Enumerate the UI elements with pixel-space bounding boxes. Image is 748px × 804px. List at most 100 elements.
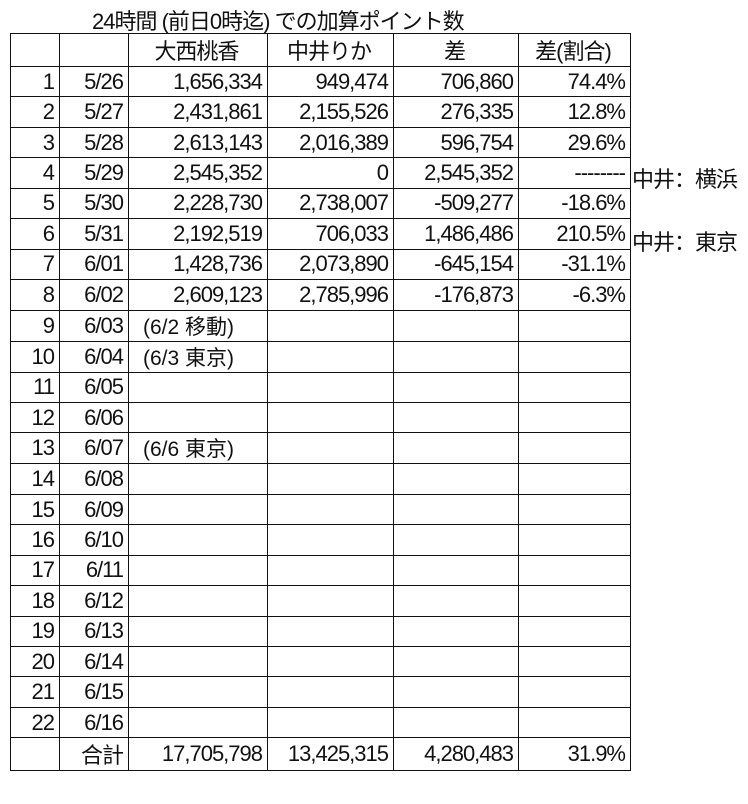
onishi-momoka-cell[interactable]: 2,613,143 xyxy=(128,126,268,159)
nakai-rika-cell[interactable]: 2,155,526 xyxy=(267,96,394,128)
nakai-rika-cell[interactable] xyxy=(267,401,394,434)
onishi-momoka-cell[interactable]: (6/6 東京) xyxy=(128,432,268,465)
difference-cell[interactable]: 1,486,486 xyxy=(393,218,519,250)
nakai-rika-cell[interactable] xyxy=(267,371,394,403)
date-cell[interactable]: 5/27 xyxy=(59,96,129,128)
nakai-rika-cell[interactable]: 2,016,389 xyxy=(267,126,394,159)
onishi-momoka-cell[interactable]: 大西桃香 xyxy=(128,33,268,67)
onishi-momoka-cell[interactable]: 2,609,123 xyxy=(128,279,268,311)
date-cell[interactable]: 6/11 xyxy=(59,554,129,587)
row-number-cell[interactable] xyxy=(10,737,60,772)
difference-cell[interactable]: -645,154 xyxy=(393,248,519,281)
difference-ratio-cell[interactable]: 210.5% xyxy=(518,218,631,250)
date-cell[interactable]: 5/30 xyxy=(59,187,129,220)
difference-ratio-cell[interactable]: 12.8% xyxy=(518,96,631,128)
date-cell[interactable]: 6/15 xyxy=(59,676,129,708)
nakai-rika-cell[interactable]: 中井りか xyxy=(267,33,394,67)
date-cell[interactable]: 6/14 xyxy=(59,645,129,678)
difference-cell[interactable]: 差 xyxy=(393,33,519,67)
date-cell[interactable]: 6/04 xyxy=(59,340,129,373)
nakai-rika-cell[interactable] xyxy=(267,524,394,556)
difference-ratio-cell[interactable] xyxy=(518,676,631,708)
onishi-momoka-cell[interactable]: 1,656,334 xyxy=(128,65,268,98)
date-cell[interactable]: 6/09 xyxy=(59,493,129,526)
difference-ratio-cell[interactable] xyxy=(518,401,631,434)
difference-ratio-cell[interactable] xyxy=(518,645,631,678)
difference-ratio-cell[interactable]: -------- xyxy=(518,157,631,189)
date-cell[interactable]: 5/29 xyxy=(59,157,129,189)
nakai-rika-cell[interactable]: 13,425,315 xyxy=(267,737,394,772)
row-number-cell[interactable]: 18 xyxy=(10,585,60,617)
date-cell[interactable]: 5/31 xyxy=(59,218,129,250)
row-number-cell[interactable]: 20 xyxy=(10,645,60,678)
row-number-cell[interactable] xyxy=(10,33,60,67)
onishi-momoka-cell[interactable]: 2,545,352 xyxy=(128,157,268,189)
onishi-momoka-cell[interactable]: (6/3 東京) xyxy=(128,340,268,373)
difference-cell[interactable] xyxy=(393,706,519,739)
nakai-rika-cell[interactable] xyxy=(267,706,394,739)
onishi-momoka-cell[interactable] xyxy=(128,371,268,403)
row-number-cell[interactable]: 19 xyxy=(10,615,60,648)
row-number-cell[interactable]: 2 xyxy=(10,96,60,128)
onishi-momoka-cell[interactable] xyxy=(128,676,268,708)
row-number-cell[interactable]: 3 xyxy=(10,126,60,159)
difference-ratio-cell[interactable] xyxy=(518,554,631,587)
difference-cell[interactable] xyxy=(393,524,519,556)
onishi-momoka-cell[interactable] xyxy=(128,524,268,556)
date-cell[interactable]: 6/07 xyxy=(59,432,129,465)
onishi-momoka-cell[interactable] xyxy=(128,615,268,648)
row-number-cell[interactable]: 11 xyxy=(10,371,60,403)
row-number-cell[interactable]: 15 xyxy=(10,493,60,526)
difference-ratio-cell[interactable]: -6.3% xyxy=(518,279,631,311)
nakai-rika-cell[interactable] xyxy=(267,554,394,587)
row-number-cell[interactable]: 5 xyxy=(10,187,60,220)
date-cell[interactable]: 6/13 xyxy=(59,615,129,648)
difference-ratio-cell[interactable] xyxy=(518,340,631,373)
nakai-rika-cell[interactable] xyxy=(267,645,394,678)
row-number-cell[interactable]: 9 xyxy=(10,309,60,342)
date-cell[interactable]: 5/26 xyxy=(59,65,129,98)
onishi-momoka-cell[interactable] xyxy=(128,401,268,434)
date-cell[interactable]: 6/12 xyxy=(59,585,129,617)
difference-ratio-cell[interactable] xyxy=(518,432,631,465)
row-number-cell[interactable]: 4 xyxy=(10,157,60,189)
date-cell[interactable]: 6/01 xyxy=(59,248,129,281)
difference-cell[interactable] xyxy=(393,309,519,342)
nakai-rika-cell[interactable] xyxy=(267,615,394,648)
date-cell[interactable] xyxy=(59,33,129,67)
date-cell[interactable]: 6/03 xyxy=(59,309,129,342)
difference-ratio-cell[interactable] xyxy=(518,463,631,495)
onishi-momoka-cell[interactable]: 2,192,519 xyxy=(128,218,268,250)
difference-cell[interactable] xyxy=(393,554,519,587)
difference-cell[interactable] xyxy=(393,493,519,526)
difference-ratio-cell[interactable] xyxy=(518,615,631,648)
difference-ratio-cell[interactable]: 29.6% xyxy=(518,126,631,159)
onishi-momoka-cell[interactable]: 2,431,861 xyxy=(128,96,268,128)
onishi-momoka-cell[interactable] xyxy=(128,554,268,587)
row-number-cell[interactable]: 8 xyxy=(10,279,60,311)
date-cell[interactable]: 6/06 xyxy=(59,401,129,434)
nakai-rika-cell[interactable] xyxy=(267,309,394,342)
difference-cell[interactable] xyxy=(393,645,519,678)
row-number-cell[interactable]: 22 xyxy=(10,706,60,739)
row-number-cell[interactable]: 7 xyxy=(10,248,60,281)
difference-cell[interactable]: -509,277 xyxy=(393,187,519,220)
nakai-rika-cell[interactable]: 706,033 xyxy=(267,218,394,250)
date-cell[interactable]: 6/10 xyxy=(59,524,129,556)
difference-cell[interactable]: -176,873 xyxy=(393,279,519,311)
difference-ratio-cell[interactable]: -18.6% xyxy=(518,187,631,220)
difference-ratio-cell[interactable] xyxy=(518,706,631,739)
row-number-cell[interactable]: 12 xyxy=(10,401,60,434)
onishi-momoka-cell[interactable]: (6/2 移動) xyxy=(128,309,268,342)
difference-ratio-cell[interactable] xyxy=(518,524,631,556)
difference-cell[interactable] xyxy=(393,340,519,373)
onishi-momoka-cell[interactable]: 1,428,736 xyxy=(128,248,268,281)
difference-ratio-cell[interactable] xyxy=(518,371,631,403)
row-number-cell[interactable]: 6 xyxy=(10,218,60,250)
nakai-rika-cell[interactable]: 2,073,890 xyxy=(267,248,394,281)
onishi-momoka-cell[interactable] xyxy=(128,645,268,678)
difference-ratio-cell[interactable] xyxy=(518,493,631,526)
onishi-momoka-cell[interactable] xyxy=(128,706,268,739)
row-number-cell[interactable]: 17 xyxy=(10,554,60,587)
row-number-cell[interactable]: 14 xyxy=(10,463,60,495)
